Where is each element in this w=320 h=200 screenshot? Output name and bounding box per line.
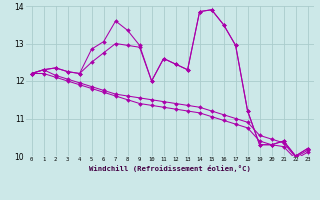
X-axis label: Windchill (Refroidissement éolien,°C): Windchill (Refroidissement éolien,°C)	[89, 165, 251, 172]
